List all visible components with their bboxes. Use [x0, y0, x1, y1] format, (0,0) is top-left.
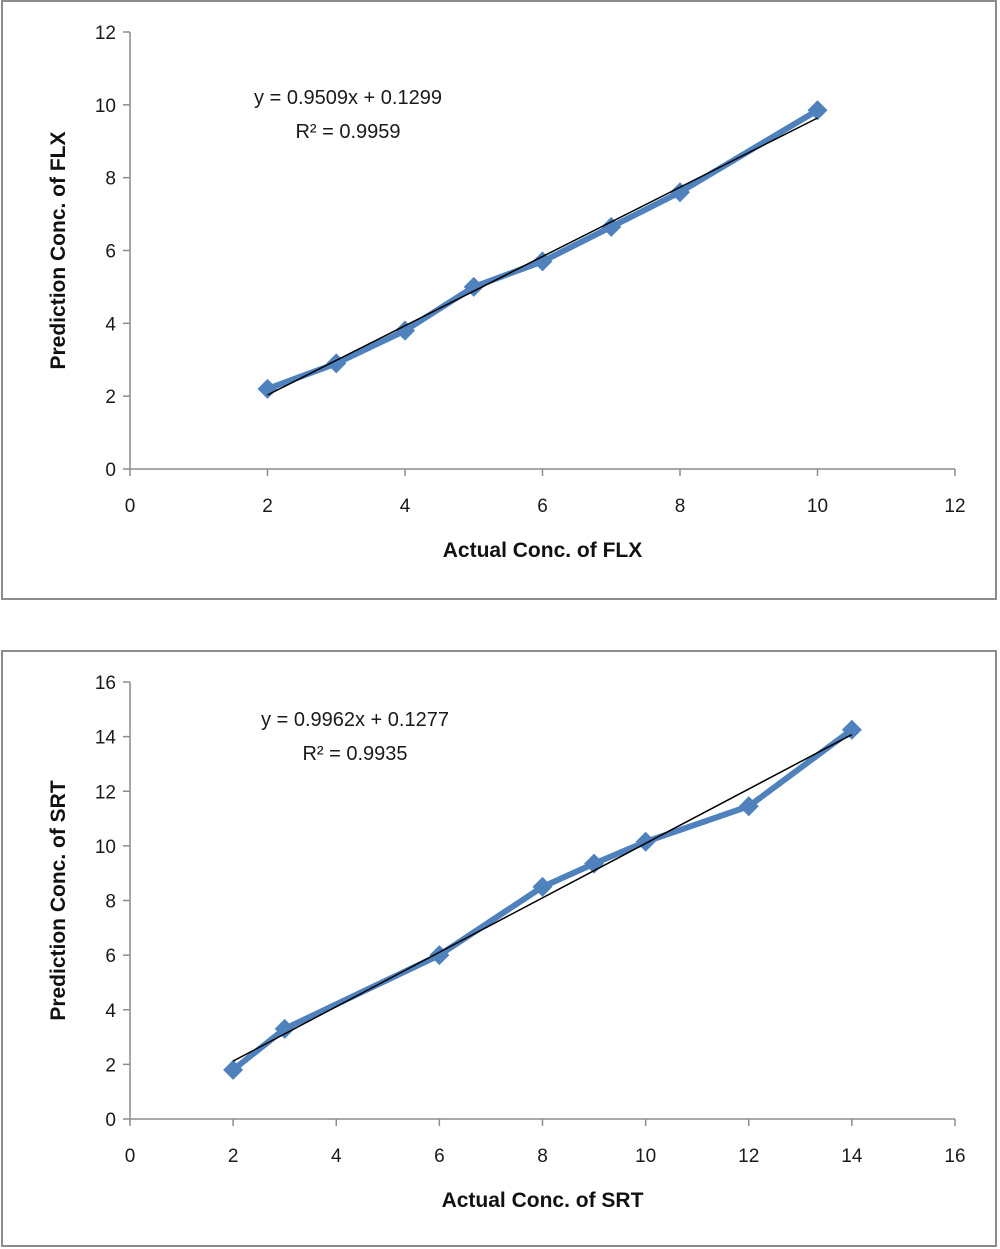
- y-tick-label: 10: [95, 96, 116, 117]
- trendline: [267, 117, 818, 396]
- trendline-equation: y = 0.9509x + 0.1299: [254, 87, 442, 109]
- r-squared-label: R² = 0.9935: [302, 743, 407, 765]
- y-tick-label: 14: [95, 728, 117, 749]
- x-axis-title: Actual Conc. of SRT: [442, 1189, 644, 1212]
- x-tick-label: 4: [400, 496, 411, 517]
- data-point-marker: [807, 100, 828, 121]
- chart-panel-flx: 0 2 4 6 8 10 12 0 2 4 6 8 10 12 Actual Conc. of FLX Pre…: [1, 0, 997, 600]
- y-tick-label: 8: [105, 892, 116, 913]
- data-point-marker: [395, 320, 415, 341]
- x-tick-label: 16: [944, 1146, 965, 1167]
- chart-srt: 0 2 4 6 8 10 12 14 16 0 2 4 6 8 10 12 14 16 Actual Conc. o…: [47, 673, 966, 1212]
- x-tick-label: 2: [228, 1146, 239, 1167]
- y-tick-label: 2: [105, 387, 116, 408]
- data-point-marker: [635, 831, 656, 852]
- x-tick-label: 10: [807, 496, 828, 517]
- y-tick-label: 12: [95, 782, 116, 803]
- x-tick-label: 4: [331, 1146, 342, 1167]
- chart-panel-srt: 0 2 4 6 8 10 12 14 16 0 2 4 6 8 10 12 14 16 Actual Conc. o…: [1, 650, 997, 1247]
- series-line: [231, 727, 854, 1073]
- x-tick-label: 8: [675, 496, 686, 517]
- data-point-marker: [670, 182, 690, 203]
- data-point-marker: [223, 1059, 244, 1080]
- x-tick-label: 0: [125, 1146, 136, 1167]
- data-point-marker: [532, 251, 553, 272]
- y-axis-title: Prediction Conc. of SRT: [47, 780, 70, 1021]
- trendline-equation: y = 0.9962x + 0.1277: [261, 709, 449, 731]
- data-point-marker: [841, 719, 862, 740]
- chart-flx: 0 2 4 6 8 10 12 0 2 4 6 8 10 12 Actual Conc. of FLX Pre…: [47, 23, 966, 562]
- y-tick-label: 16: [95, 673, 116, 694]
- data-point-marker: [274, 1018, 295, 1039]
- x-tick-label: 12: [738, 1146, 759, 1167]
- x-axis-title: Actual Conc. of FLX: [443, 539, 643, 562]
- y-tick-label: 8: [105, 169, 116, 190]
- data-point-marker: [463, 276, 484, 297]
- series-line: [266, 107, 820, 392]
- x-tick-label: 10: [635, 1146, 656, 1167]
- trendline: [232, 733, 853, 1062]
- data-point-marker: [601, 216, 622, 237]
- x-tick-label: 14: [841, 1146, 863, 1167]
- y-tick-label: 12: [95, 23, 116, 44]
- y-tick-label: 0: [105, 1110, 116, 1131]
- y-tick-label: 4: [105, 1001, 116, 1022]
- y-tick-label: 0: [105, 460, 116, 481]
- x-tick-label: 2: [262, 496, 273, 517]
- x-tick-label: 6: [434, 1146, 445, 1167]
- r-squared-label: R² = 0.9959: [295, 121, 400, 143]
- x-tick-label: 6: [537, 496, 548, 517]
- data-point-marker: [738, 796, 759, 817]
- data-point-marker: [532, 876, 553, 897]
- data-point-marker: [257, 378, 278, 399]
- y-tick-label: 6: [105, 242, 116, 263]
- y-tick-label: 2: [105, 1055, 116, 1076]
- x-tick-label: 0: [125, 496, 136, 517]
- x-tick-label: 12: [944, 496, 965, 517]
- y-tick-label: 6: [105, 946, 116, 967]
- y-tick-label: 10: [95, 837, 116, 858]
- y-tick-label: 4: [105, 314, 116, 335]
- y-axis-title: Prediction Conc. of FLX: [47, 131, 70, 369]
- x-tick-label: 8: [537, 1146, 548, 1167]
